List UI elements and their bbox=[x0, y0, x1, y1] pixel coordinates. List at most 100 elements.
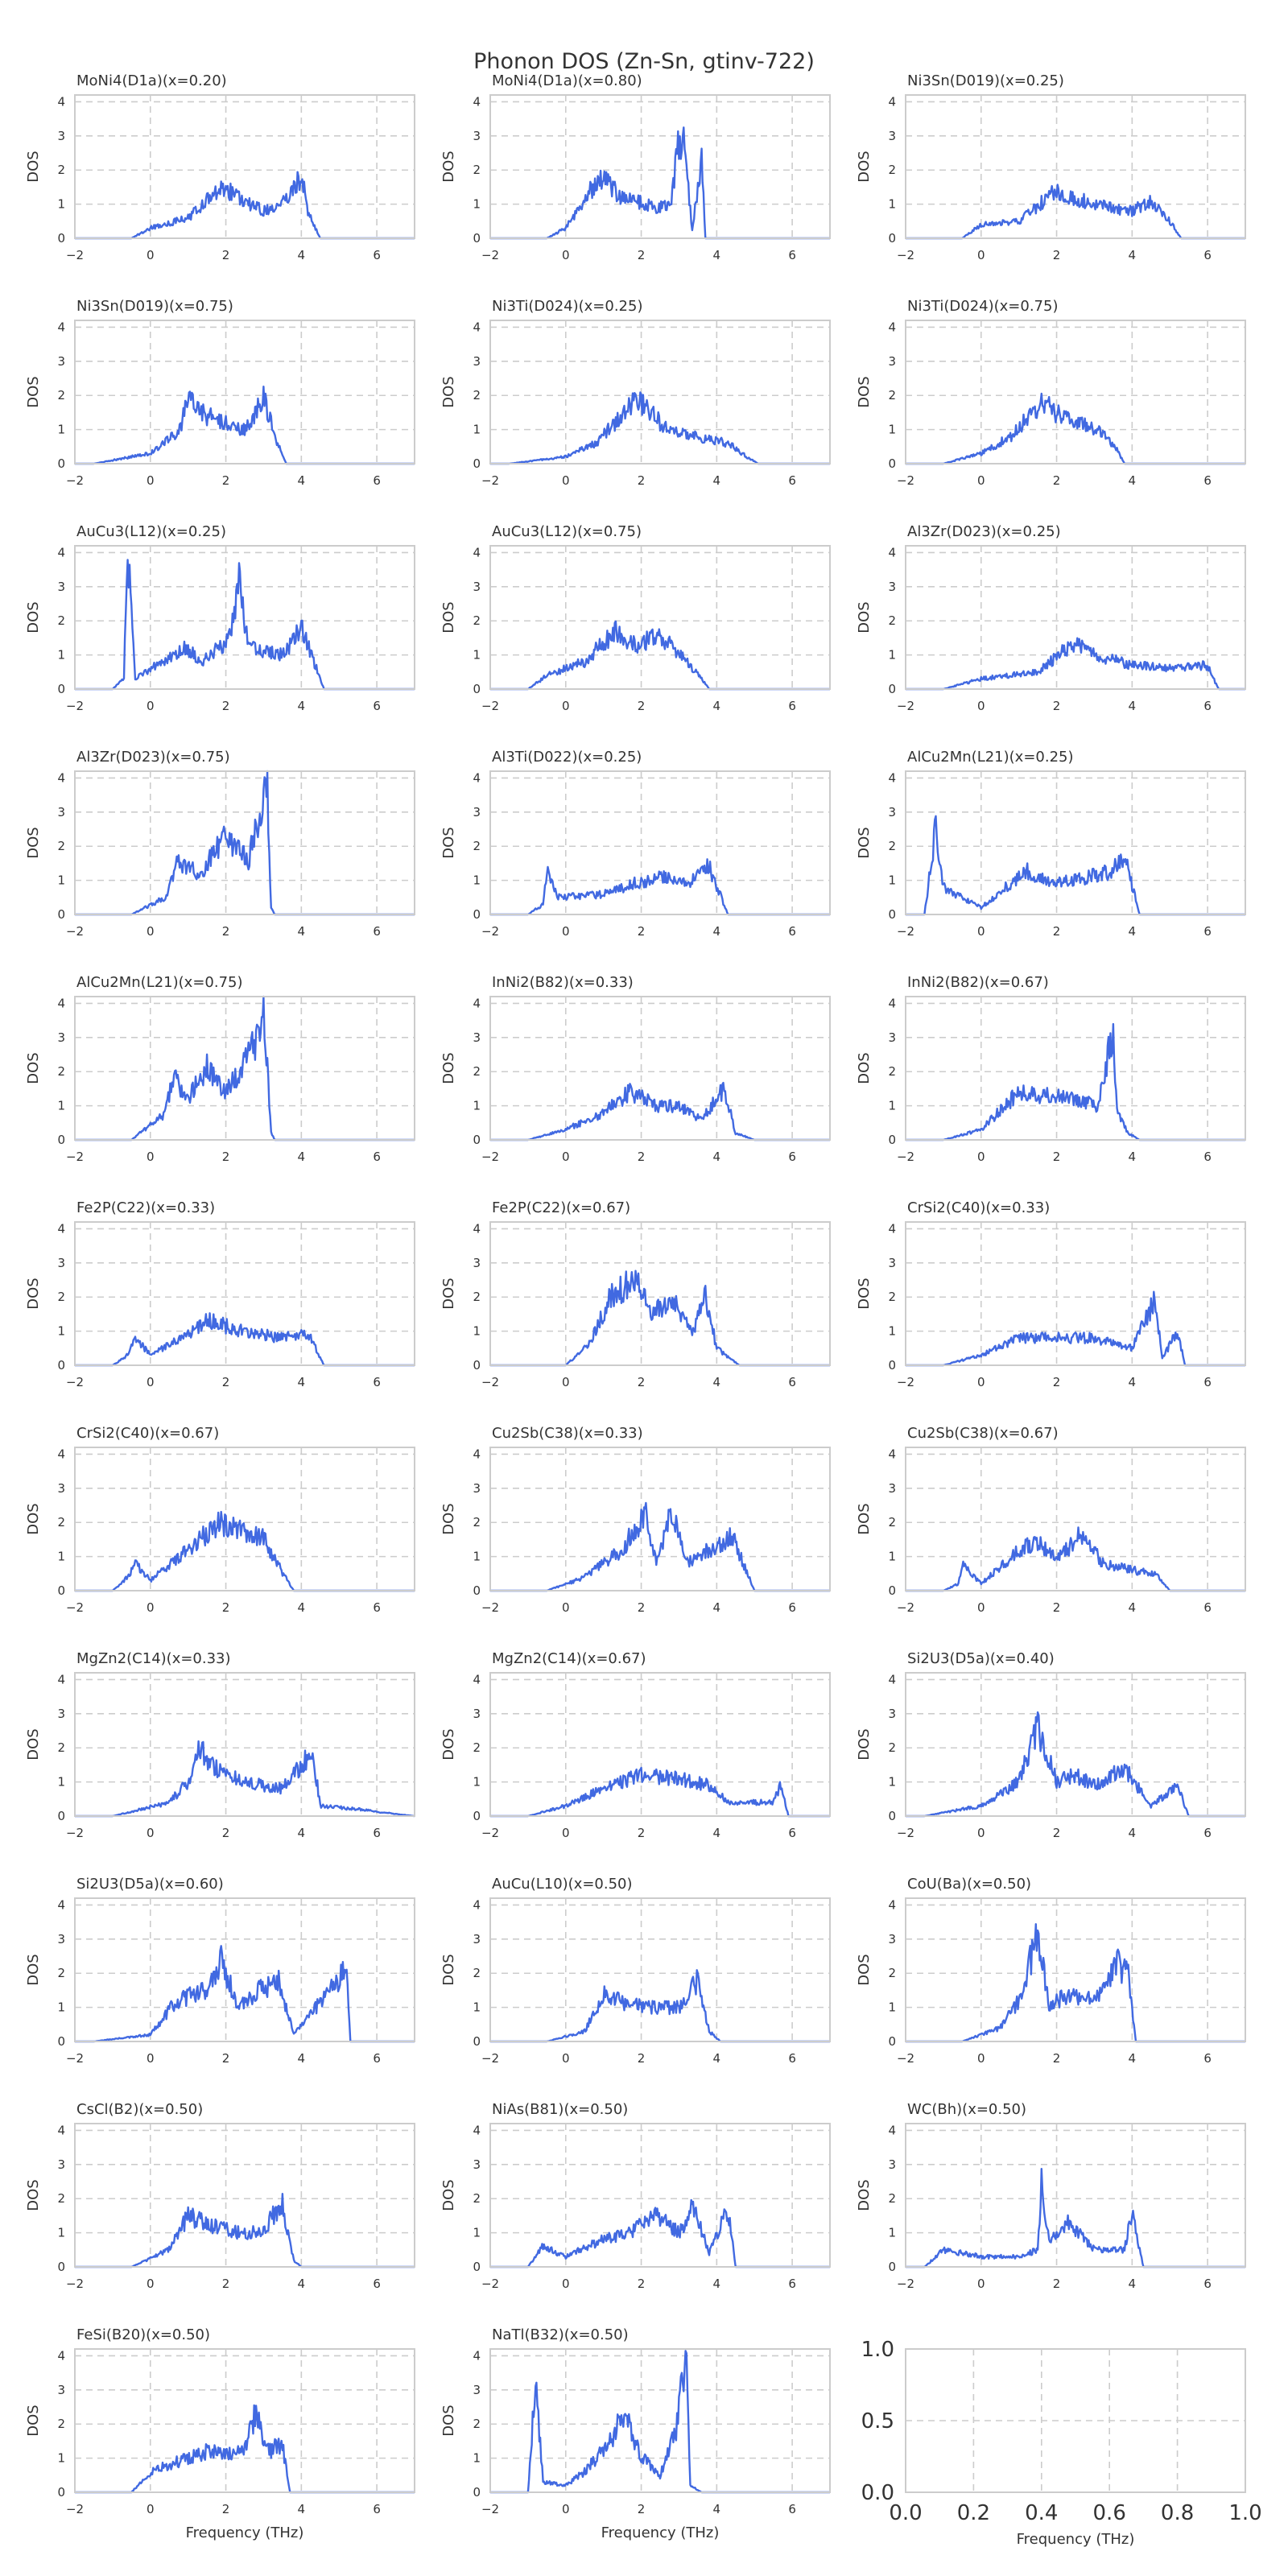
x-tick-label: 6 bbox=[788, 2277, 796, 2291]
axes-frame bbox=[74, 1447, 415, 1591]
subplot: −2 0 2 4 601234NaTl(B32)(x=0.50)DOSFrequency… bbox=[440, 2326, 831, 2541]
y-tick-label: 4 bbox=[57, 1447, 65, 1461]
y-tick-label: 2 bbox=[473, 2417, 481, 2431]
y-tick-label: 2 bbox=[888, 1740, 896, 1755]
y-tick-label: 4 bbox=[888, 1897, 896, 1912]
y-tick-label: 1 bbox=[888, 1324, 896, 1339]
y-tick-label: 2 bbox=[57, 1515, 65, 1530]
x-tick-label: 0 bbox=[977, 2277, 985, 2291]
y-tick-label: 1 bbox=[888, 1099, 896, 1113]
y-tick-label: 3 bbox=[57, 1707, 65, 1721]
x-tick-label: −2 bbox=[481, 699, 499, 713]
x-tick-label: −2 bbox=[481, 2502, 499, 2516]
x-tick-label: 4 bbox=[713, 2277, 721, 2291]
x-tick-label: 0.6 bbox=[1093, 2501, 1126, 2525]
x-tick-label: 0 bbox=[147, 1600, 155, 1615]
y-tick-label: 4 bbox=[888, 770, 896, 785]
x-tick-label: 0.4 bbox=[1025, 2501, 1058, 2525]
x-tick-label: 4 bbox=[298, 2051, 306, 2066]
x-tick-label: 6 bbox=[1203, 2051, 1212, 2066]
axes-frame bbox=[905, 996, 1246, 1141]
y-tick-label: 1 bbox=[473, 1775, 481, 1790]
y-tick-label: 4 bbox=[473, 2123, 481, 2137]
y-axis-label: DOS bbox=[440, 827, 457, 858]
x-tick-label: −2 bbox=[897, 248, 914, 262]
dos-curve bbox=[906, 184, 1245, 240]
y-tick-label: 2 bbox=[888, 1064, 896, 1079]
y-tick-label: 4 bbox=[57, 1672, 65, 1686]
y-tick-label: 4 bbox=[888, 1447, 896, 1461]
y-tick-label: 3 bbox=[57, 1481, 65, 1496]
y-tick-label: 1 bbox=[57, 648, 65, 663]
subplot-title: CoU(Ba)(x=0.50) bbox=[907, 1876, 1031, 1893]
y-tick-label: 0 bbox=[57, 682, 65, 696]
x-axis-label: Frequency (THz) bbox=[601, 2524, 720, 2541]
x-tick-label: −2 bbox=[897, 473, 914, 488]
x-tick-label: 2 bbox=[222, 1375, 230, 1389]
x-tick-label: 2 bbox=[1053, 473, 1061, 488]
y-tick-label: 0 bbox=[888, 1133, 896, 1147]
y-axis-label: DOS bbox=[856, 376, 873, 407]
dos-curve bbox=[75, 386, 415, 465]
dos-curve bbox=[906, 1022, 1245, 1141]
x-tick-label: 6 bbox=[788, 248, 796, 262]
x-tick-label: 2 bbox=[1053, 2277, 1061, 2291]
y-tick-label: 1 bbox=[57, 1099, 65, 1113]
y-tick-label: 0 bbox=[473, 456, 481, 471]
x-tick-label: 1.0 bbox=[1228, 2501, 1261, 2525]
axes-frame bbox=[489, 1221, 831, 1366]
y-tick-label: 4 bbox=[888, 545, 896, 559]
x-tick-label: −2 bbox=[66, 248, 84, 262]
x-tick-label: 4 bbox=[713, 1826, 721, 1840]
y-axis-label: DOS bbox=[440, 1954, 457, 1985]
x-axis-label: Frequency (THz) bbox=[1017, 2531, 1135, 2548]
axes-frame bbox=[489, 545, 831, 690]
x-tick-label: 2 bbox=[222, 473, 230, 488]
x-tick-label: 2 bbox=[638, 2051, 646, 2066]
axes-frame bbox=[905, 2123, 1246, 2268]
dos-curve bbox=[75, 770, 415, 916]
y-tick-label: 1 bbox=[473, 423, 481, 437]
subplot-title: NaTl(B32)(x=0.50) bbox=[492, 2326, 629, 2343]
axes-frame bbox=[489, 1897, 831, 2042]
y-tick-label: 4 bbox=[57, 2348, 65, 2363]
y-tick-label: 2 bbox=[888, 1515, 896, 1530]
y-tick-label: 1 bbox=[888, 873, 896, 888]
x-tick-label: 4 bbox=[1129, 699, 1137, 713]
x-tick-label: −2 bbox=[66, 2502, 84, 2516]
x-tick-label: 4 bbox=[298, 924, 306, 939]
subplot-title: Si2U3(D5a)(x=0.40) bbox=[907, 1650, 1055, 1667]
y-tick-label: 0 bbox=[888, 1809, 896, 1823]
x-tick-label: 4 bbox=[298, 1826, 306, 1840]
x-tick-label: 4 bbox=[298, 473, 306, 488]
x-tick-label: −2 bbox=[66, 473, 84, 488]
dos-curve bbox=[490, 1766, 830, 1818]
y-axis-label: DOS bbox=[856, 1278, 873, 1309]
y-tick-label: 2 bbox=[473, 388, 481, 402]
y-tick-label: 2 bbox=[473, 1740, 481, 1755]
y-axis-label: DOS bbox=[440, 1728, 457, 1760]
x-tick-label: 4 bbox=[1129, 1375, 1137, 1389]
dos-curve bbox=[906, 392, 1245, 465]
subplot-title: Al3Zr(D023)(x=0.75) bbox=[76, 749, 230, 766]
axes-frame bbox=[74, 1897, 415, 2042]
y-tick-label: 0 bbox=[888, 682, 896, 696]
subplot-title: AuCu3(L12)(x=0.25) bbox=[76, 523, 226, 540]
dos-curve bbox=[490, 1269, 830, 1367]
y-tick-label: 4 bbox=[473, 320, 481, 334]
y-tick-label: 2 bbox=[888, 613, 896, 628]
y-axis-label: DOS bbox=[25, 151, 42, 182]
y-tick-label: 3 bbox=[888, 580, 896, 594]
x-tick-label: −2 bbox=[897, 1826, 914, 1840]
y-tick-label: 2 bbox=[888, 388, 896, 402]
y-axis-label: DOS bbox=[856, 827, 873, 858]
dos-curve bbox=[75, 559, 415, 691]
subplot-title: MoNi4(D1a)(x=0.80) bbox=[492, 72, 642, 89]
x-tick-label: 6 bbox=[373, 1826, 381, 1840]
y-axis-label: DOS bbox=[856, 2179, 873, 2211]
